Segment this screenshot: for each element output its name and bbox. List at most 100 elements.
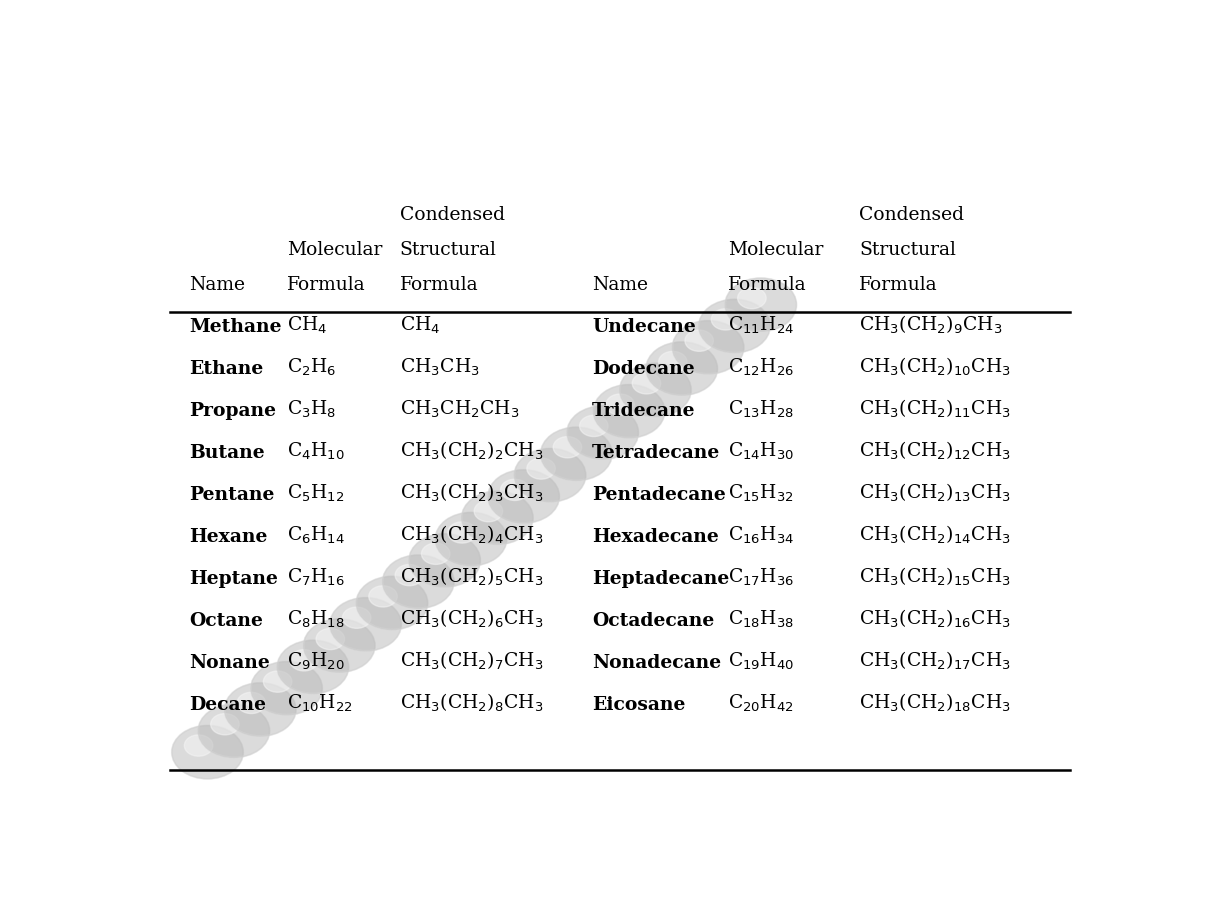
Text: CH$_3$(CH$_2$)$_{15}$CH$_3$: CH$_3$(CH$_2$)$_{15}$CH$_3$ bbox=[859, 566, 1012, 587]
Circle shape bbox=[738, 288, 766, 309]
Text: C$_{20}$H$_{42}$: C$_{20}$H$_{42}$ bbox=[728, 693, 794, 714]
Text: CH$_3$(CH$_2$)$_6$CH$_3$: CH$_3$(CH$_2$)$_6$CH$_3$ bbox=[399, 607, 543, 630]
Text: CH$_3$(CH$_2$)$_8$CH$_3$: CH$_3$(CH$_2$)$_8$CH$_3$ bbox=[399, 691, 543, 714]
Text: C$_{15}$H$_{32}$: C$_{15}$H$_{32}$ bbox=[728, 483, 794, 504]
Text: Formula: Formula bbox=[859, 276, 938, 294]
Text: Pentane: Pentane bbox=[189, 486, 275, 504]
Text: Decane: Decane bbox=[189, 696, 266, 714]
Circle shape bbox=[606, 394, 634, 415]
Circle shape bbox=[567, 406, 639, 459]
Text: CH$_3$CH$_2$CH$_3$: CH$_3$CH$_2$CH$_3$ bbox=[399, 399, 519, 420]
Text: C$_{19}$H$_{40}$: C$_{19}$H$_{40}$ bbox=[728, 650, 794, 672]
Circle shape bbox=[699, 300, 770, 352]
Text: Methane: Methane bbox=[189, 318, 281, 336]
Circle shape bbox=[330, 597, 402, 651]
Circle shape bbox=[514, 449, 586, 502]
Circle shape bbox=[316, 628, 345, 649]
Text: Molecular: Molecular bbox=[287, 242, 382, 260]
Text: CH$_3$(CH$_2$)$_{16}$CH$_3$: CH$_3$(CH$_2$)$_{16}$CH$_3$ bbox=[859, 607, 1012, 630]
Text: Molecular: Molecular bbox=[728, 242, 823, 260]
Text: C$_{12}$H$_{26}$: C$_{12}$H$_{26}$ bbox=[728, 357, 794, 378]
Text: C$_5$H$_{12}$: C$_5$H$_{12}$ bbox=[287, 483, 345, 504]
Text: Octadecane: Octadecane bbox=[592, 612, 714, 630]
Text: Propane: Propane bbox=[189, 402, 276, 420]
Circle shape bbox=[725, 278, 796, 331]
Text: CH$_3$(CH$_2$)$_9$CH$_3$: CH$_3$(CH$_2$)$_9$CH$_3$ bbox=[859, 314, 1003, 336]
Text: C$_{18}$H$_{38}$: C$_{18}$H$_{38}$ bbox=[728, 608, 794, 630]
Circle shape bbox=[620, 363, 691, 417]
Text: C$_3$H$_8$: C$_3$H$_8$ bbox=[287, 399, 336, 420]
Circle shape bbox=[462, 491, 532, 545]
Circle shape bbox=[580, 415, 609, 437]
Text: Tetradecane: Tetradecane bbox=[592, 444, 720, 462]
Circle shape bbox=[685, 331, 714, 351]
Text: Structural: Structural bbox=[399, 242, 496, 260]
Circle shape bbox=[289, 650, 318, 671]
Text: Nonadecane: Nonadecane bbox=[592, 654, 721, 672]
Text: C$_4$H$_{10}$: C$_4$H$_{10}$ bbox=[287, 440, 345, 462]
Text: C$_6$H$_{14}$: C$_6$H$_{14}$ bbox=[287, 525, 345, 546]
Text: CH$_3$(CH$_2$)$_7$CH$_3$: CH$_3$(CH$_2$)$_7$CH$_3$ bbox=[399, 649, 543, 672]
Text: Name: Name bbox=[592, 276, 649, 294]
Text: Condensed: Condensed bbox=[399, 206, 505, 224]
Text: Pentadecane: Pentadecane bbox=[592, 486, 726, 504]
Text: Ethane: Ethane bbox=[189, 360, 263, 378]
Text: Octane: Octane bbox=[189, 612, 263, 630]
Text: CH$_3$(CH$_2$)$_4$CH$_3$: CH$_3$(CH$_2$)$_4$CH$_3$ bbox=[399, 524, 543, 546]
Text: C$_7$H$_{16}$: C$_7$H$_{16}$ bbox=[287, 567, 345, 587]
Circle shape bbox=[501, 479, 529, 500]
Text: CH$_3$(CH$_2$)$_{10}$CH$_3$: CH$_3$(CH$_2$)$_{10}$CH$_3$ bbox=[859, 356, 1012, 378]
Circle shape bbox=[488, 470, 559, 523]
Text: Hexadecane: Hexadecane bbox=[592, 528, 719, 546]
Text: Nonane: Nonane bbox=[189, 654, 270, 672]
Circle shape bbox=[369, 586, 397, 607]
Circle shape bbox=[277, 640, 348, 694]
Circle shape bbox=[184, 735, 213, 756]
Text: CH$_4$: CH$_4$ bbox=[399, 315, 440, 336]
Text: Tridecane: Tridecane bbox=[592, 402, 696, 420]
Circle shape bbox=[593, 385, 664, 438]
Text: Name: Name bbox=[189, 276, 244, 294]
Circle shape bbox=[382, 555, 454, 608]
Circle shape bbox=[646, 342, 718, 395]
Text: C$_{17}$H$_{36}$: C$_{17}$H$_{36}$ bbox=[728, 567, 794, 587]
Text: CH$_3$CH$_3$: CH$_3$CH$_3$ bbox=[399, 357, 479, 378]
Text: CH$_3$(CH$_2$)$_3$CH$_3$: CH$_3$(CH$_2$)$_3$CH$_3$ bbox=[399, 481, 543, 504]
Text: CH$_3$(CH$_2$)$_{14}$CH$_3$: CH$_3$(CH$_2$)$_{14}$CH$_3$ bbox=[859, 524, 1012, 546]
Text: C$_8$H$_{18}$: C$_8$H$_{18}$ bbox=[287, 608, 345, 630]
Circle shape bbox=[409, 534, 480, 587]
Circle shape bbox=[342, 607, 371, 628]
Circle shape bbox=[225, 683, 295, 736]
Circle shape bbox=[421, 543, 450, 565]
Text: C$_9$H$_{20}$: C$_9$H$_{20}$ bbox=[287, 650, 345, 672]
Text: CH$_3$(CH$_2$)$_{11}$CH$_3$: CH$_3$(CH$_2$)$_{11}$CH$_3$ bbox=[859, 398, 1012, 420]
Text: C$_{10}$H$_{22}$: C$_{10}$H$_{22}$ bbox=[287, 693, 353, 714]
Circle shape bbox=[553, 437, 582, 458]
Text: C$_2$H$_6$: C$_2$H$_6$ bbox=[287, 357, 336, 378]
Text: Formula: Formula bbox=[287, 276, 365, 294]
Circle shape bbox=[658, 351, 687, 372]
Circle shape bbox=[356, 577, 427, 629]
Text: Hexane: Hexane bbox=[189, 528, 267, 546]
Text: Heptane: Heptane bbox=[189, 570, 277, 587]
Text: Formula: Formula bbox=[399, 276, 478, 294]
Circle shape bbox=[448, 522, 477, 543]
Text: Condensed: Condensed bbox=[859, 206, 964, 224]
Text: Formula: Formula bbox=[728, 276, 807, 294]
Text: CH$_3$(CH$_2$)$_{18}$CH$_3$: CH$_3$(CH$_2$)$_{18}$CH$_3$ bbox=[859, 691, 1012, 714]
Text: CH$_4$: CH$_4$ bbox=[287, 315, 328, 336]
Text: CH$_3$(CH$_2$)$_2$CH$_3$: CH$_3$(CH$_2$)$_2$CH$_3$ bbox=[399, 439, 543, 462]
Circle shape bbox=[541, 428, 612, 480]
Text: Heptadecane: Heptadecane bbox=[592, 570, 730, 587]
Circle shape bbox=[633, 372, 661, 394]
Text: CH$_3$(CH$_2$)$_{17}$CH$_3$: CH$_3$(CH$_2$)$_{17}$CH$_3$ bbox=[859, 649, 1012, 672]
Circle shape bbox=[264, 671, 292, 692]
Circle shape bbox=[396, 565, 424, 586]
Circle shape bbox=[474, 500, 502, 522]
Text: CH$_3$(CH$_2$)$_5$CH$_3$: CH$_3$(CH$_2$)$_5$CH$_3$ bbox=[399, 566, 543, 587]
Text: C$_{14}$H$_{30}$: C$_{14}$H$_{30}$ bbox=[728, 440, 794, 462]
Circle shape bbox=[237, 692, 265, 714]
Text: Structural: Structural bbox=[859, 242, 956, 260]
Text: CH$_3$(CH$_2$)$_{12}$CH$_3$: CH$_3$(CH$_2$)$_{12}$CH$_3$ bbox=[859, 439, 1012, 462]
Circle shape bbox=[673, 321, 744, 374]
